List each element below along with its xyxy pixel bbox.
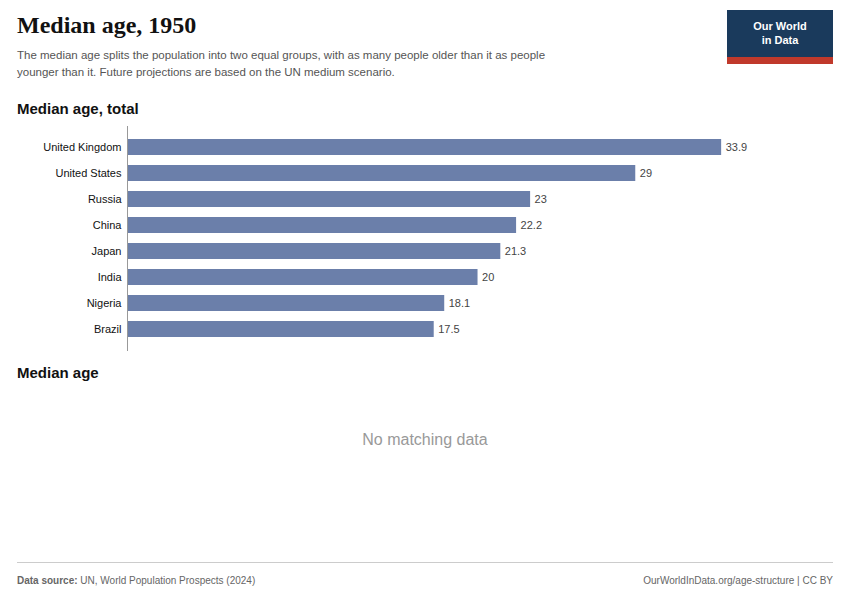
svg-text:17.5: 17.5 [438, 323, 459, 335]
svg-text:India: India [98, 271, 123, 283]
html-text:Our World in Data: Our World in Data [753, 20, 807, 47]
svg-text:20: 20 [482, 271, 494, 283]
svg-text:United States: United States [55, 167, 122, 179]
svg-text:23: 23 [535, 193, 547, 205]
svg-text:United Kingdom: United Kingdom [43, 141, 121, 153]
html-text:No matching data: No matching data [362, 431, 488, 448]
svg-text:22.2: 22.2 [521, 219, 542, 231]
html-text:Median age, 1950: Median age, 1950 [17, 12, 197, 38]
svg-text:33.9: 33.9 [726, 141, 747, 153]
svg-text:China: China [93, 219, 123, 231]
svg-text:Nigeria: Nigeria [87, 297, 123, 309]
html-text:Data source: UN, World Populat: Data source: UN, World Population Prospe… [17, 575, 256, 586]
svg-text:Brazil: Brazil [94, 323, 122, 335]
svg-text:21.3: 21.3 [505, 245, 526, 257]
svg-text:18.1: 18.1 [449, 297, 470, 309]
svg-text:29: 29 [640, 167, 652, 179]
svg-text:Japan: Japan [92, 245, 122, 257]
html-text:The median age splits the popu: The median age splits the population int… [17, 49, 546, 79]
html-text:Median age: Median age [17, 364, 99, 381]
html-text:Median age, total: Median age, total [17, 100, 139, 117]
svg-text:Russia: Russia [88, 193, 123, 205]
html-text:OurWorldInData.org/age-structu: OurWorldInData.org/age-structure | CC BY [643, 575, 833, 586]
